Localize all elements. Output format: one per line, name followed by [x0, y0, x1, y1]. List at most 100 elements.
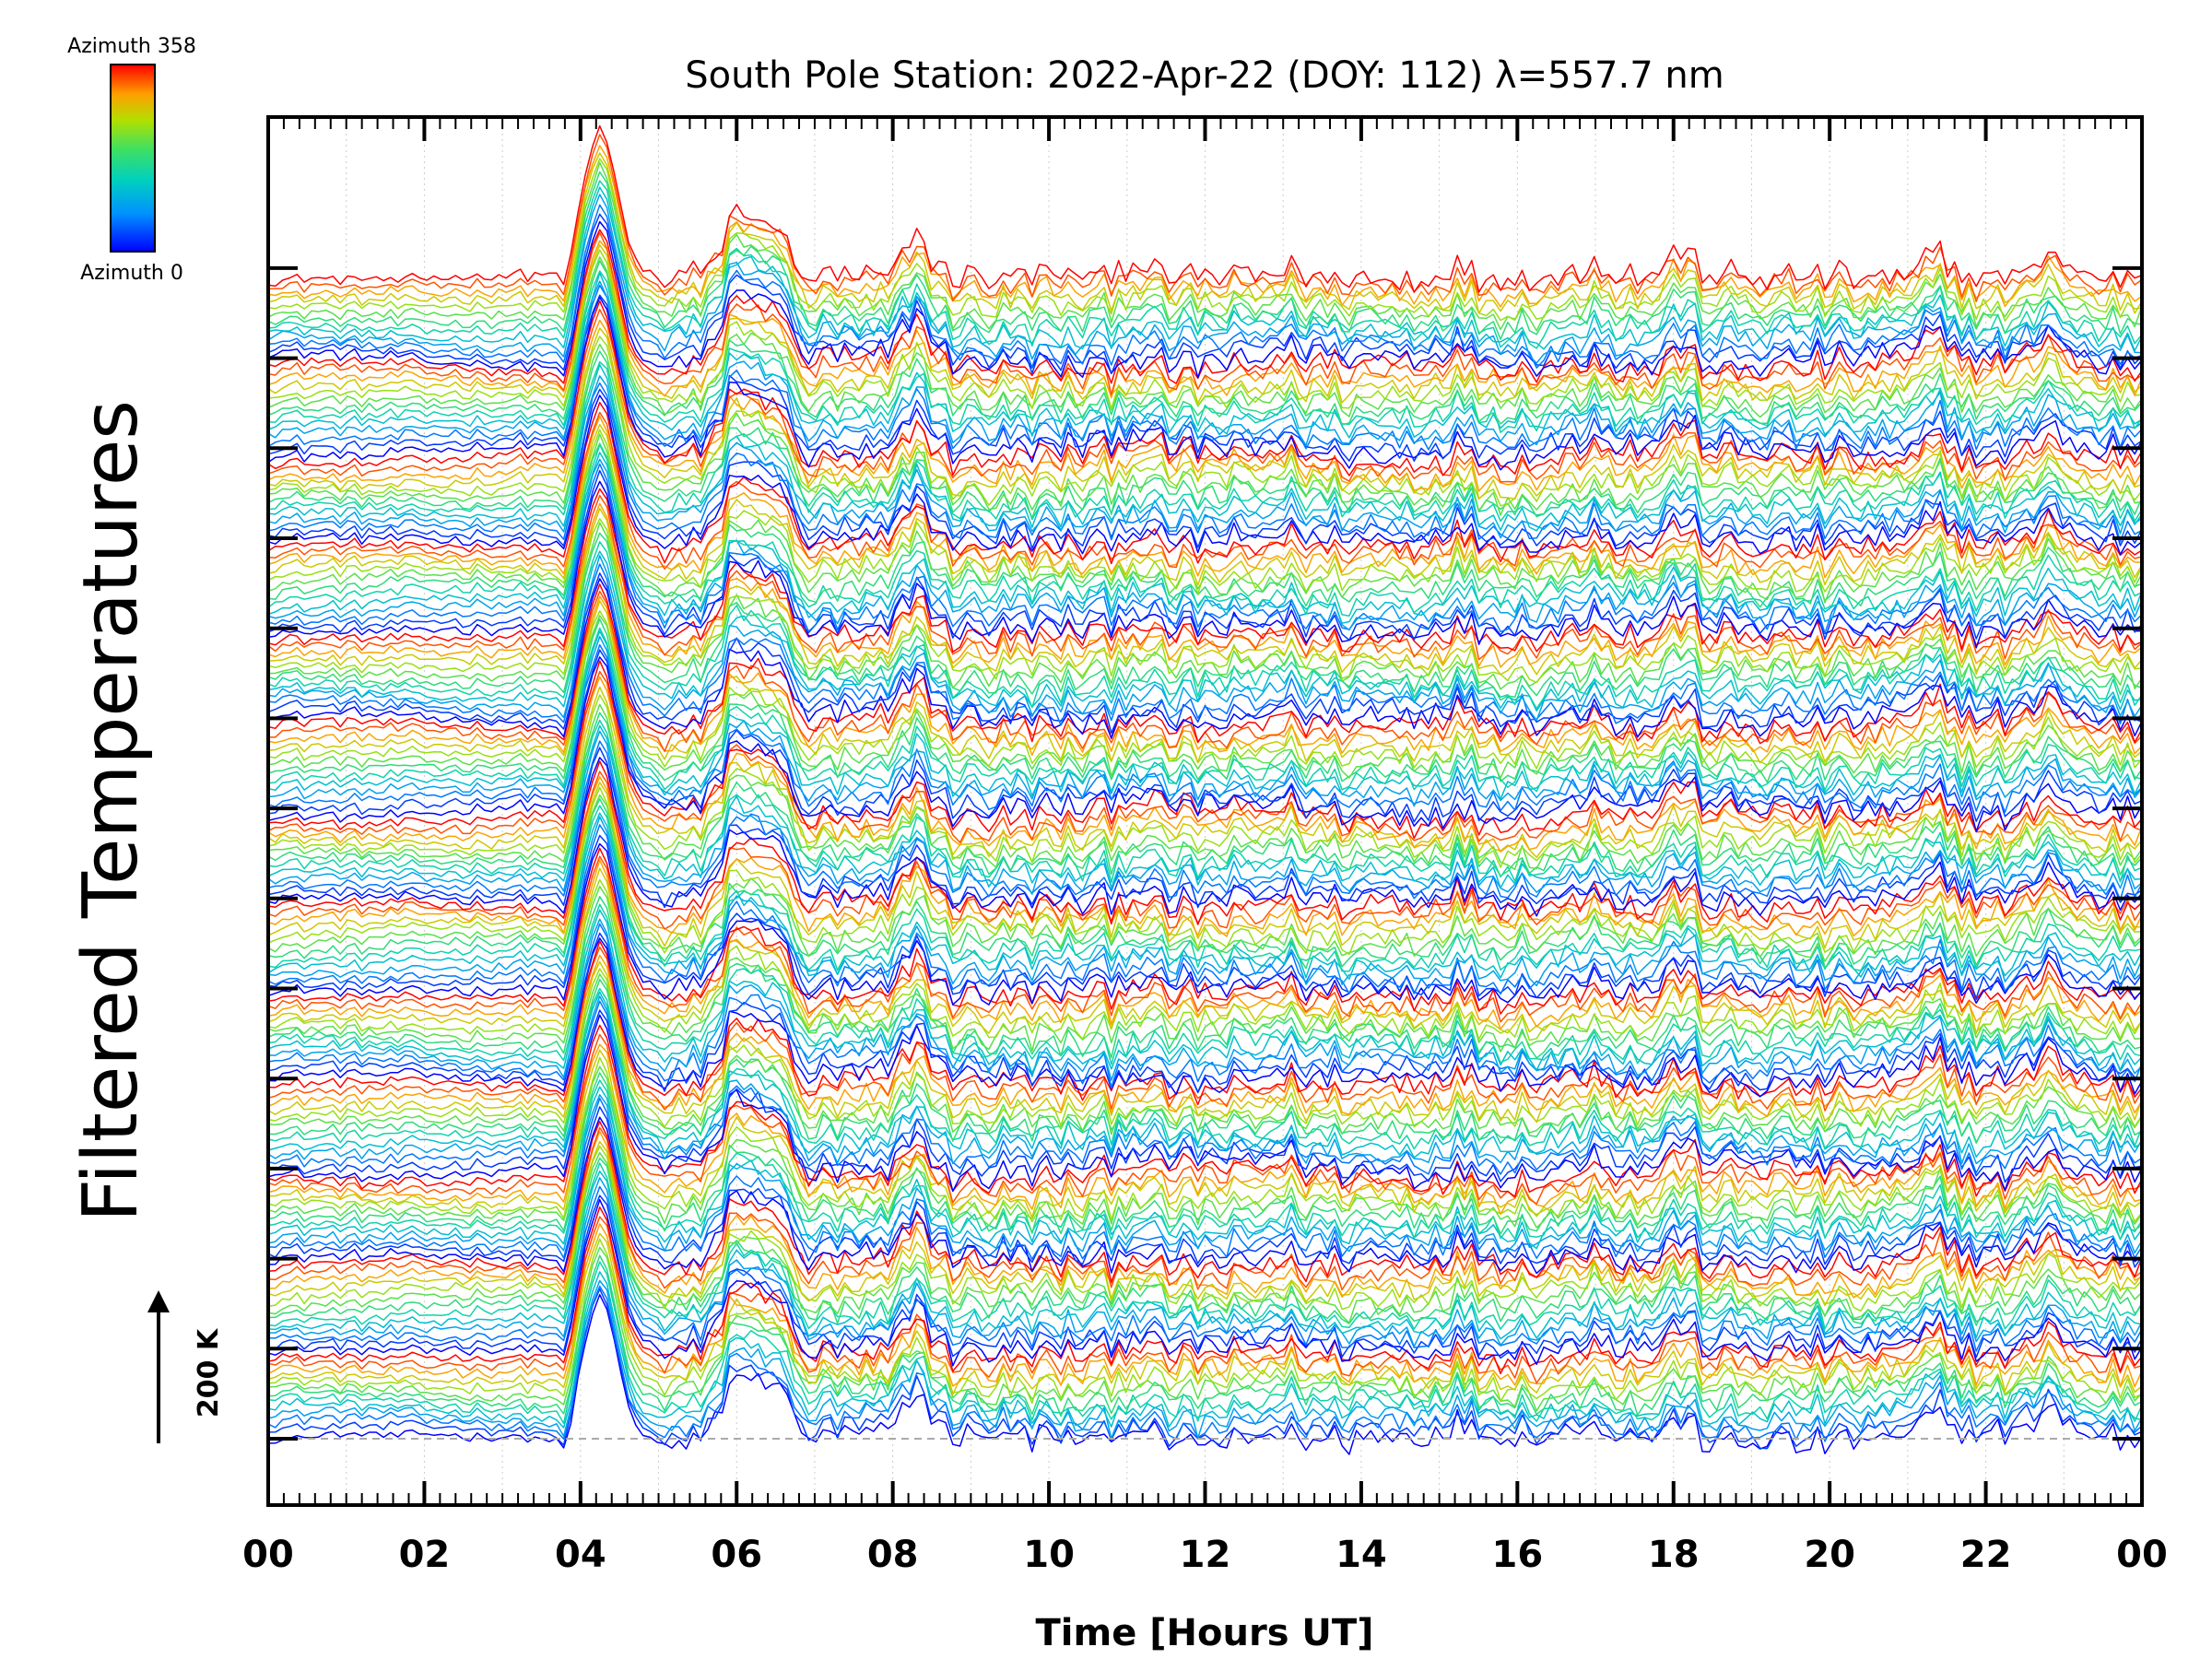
- temperature-trace: [267, 618, 2143, 783]
- x-tick-label: 10: [1023, 1534, 1075, 1576]
- temperature-trace: [267, 231, 2143, 395]
- temperature-trace: [267, 867, 2143, 1035]
- temperature-trace: [267, 363, 2143, 532]
- x-tick-label: 04: [555, 1534, 606, 1576]
- colorbar-top-label: Azimuth 358: [67, 35, 196, 58]
- temperature-trace: [267, 757, 2143, 917]
- colorbar-gradient: [110, 64, 156, 253]
- x-tick-label: 12: [1180, 1534, 1231, 1576]
- temperature-trace: [267, 1009, 2143, 1183]
- temperature-trace: [267, 134, 2143, 302]
- temperature-trace: [267, 550, 2143, 712]
- temperature-trace: [267, 1121, 2143, 1283]
- temperature-trace: [267, 401, 2143, 565]
- temperature-trace: [267, 469, 2143, 641]
- temperature-trace: [267, 615, 2143, 779]
- temperature-trace: [267, 1130, 2143, 1299]
- temperature-trace: [267, 186, 2143, 352]
- x-axis-tick-labels: 00 02 04 06 08 10 12 14 16 18 20 22 00: [242, 1534, 2168, 1576]
- temperature-trace: [267, 488, 2143, 653]
- x-axis-label: Time [Hours UT]: [1036, 1612, 1374, 1654]
- temperature-trace: [267, 855, 2143, 1023]
- temperature-trace: [267, 243, 2143, 405]
- temperature-trace: [267, 782, 2143, 949]
- temperature-trace: [267, 660, 2143, 840]
- temperature-trace: [267, 703, 2143, 871]
- temperature-trace: [267, 360, 2143, 523]
- temperature-trace: [267, 1043, 2143, 1215]
- temperature-trace: [267, 1145, 2143, 1312]
- temperature-trace: [267, 494, 2143, 661]
- temperature-trace: [267, 1056, 2143, 1223]
- colorbar-bottom-label: Azimuth 0: [80, 262, 183, 285]
- temperature-trace: [267, 859, 2143, 1030]
- temperature-trace: [267, 896, 2143, 1059]
- temperature-trace: [267, 670, 2143, 843]
- temperature-trace: [267, 375, 2143, 539]
- temperature-trace: [267, 937, 2143, 1098]
- temperature-trace: [267, 1049, 2143, 1218]
- temperature-trace: [267, 649, 2143, 823]
- temperature-trace: [267, 335, 2143, 507]
- temperature-trace: [267, 1162, 2143, 1330]
- temperature-trace: [267, 343, 2143, 516]
- temperature-trace: [268, 978, 2143, 1144]
- temperature-trace: [267, 294, 2143, 462]
- temperature-trace: [267, 595, 2143, 757]
- temperature-trace: [267, 1094, 2143, 1255]
- x-tick-label: 00: [242, 1534, 294, 1576]
- temperature-trace: [267, 878, 2143, 1041]
- temperature-trace: [267, 458, 2143, 631]
- temperature-trace: [267, 932, 2143, 1093]
- temperature-trace: [267, 1185, 2143, 1352]
- temperature-trace: [267, 1279, 2143, 1440]
- temperature-trace: [267, 1033, 2143, 1205]
- temperature-trace: [267, 760, 2143, 925]
- temperature-trace: [267, 563, 2143, 726]
- x-tick-label: 22: [1960, 1534, 2012, 1576]
- temperature-trace: [267, 946, 2143, 1112]
- temperature-trace: [267, 1000, 2143, 1175]
- temperature-trace: [267, 712, 2143, 877]
- chart-title: South Pole Station: 2022-Apr-22 (DOY: 11…: [685, 54, 1724, 97]
- temperature-trace: [267, 415, 2143, 579]
- temperature-trace: [267, 555, 2143, 722]
- temperature-trace: [267, 429, 2143, 595]
- temperature-trace: [267, 272, 2143, 439]
- temperature-trace: [267, 443, 2143, 618]
- temperature-trace: [267, 918, 2143, 1081]
- temperature-trace: [267, 1116, 2143, 1275]
- temperature-trace: [267, 740, 2143, 900]
- x-tick-label: 18: [1648, 1534, 1700, 1576]
- temperature-trace: [267, 1293, 2143, 1455]
- temperature-trace: [267, 991, 2143, 1159]
- temperature-trace: [267, 1151, 2143, 1324]
- temperature-trace: [267, 518, 2143, 684]
- temperature-trace: [267, 319, 2143, 492]
- temperature-trace: [267, 284, 2143, 452]
- temperature-trace: [267, 724, 2143, 889]
- temperature-trace: [267, 627, 2143, 793]
- temperature-trace: [267, 507, 2143, 676]
- temperature-trace: [267, 145, 2143, 308]
- temperature-trace: [267, 719, 2143, 884]
- temperature-trace: [267, 600, 2143, 764]
- temperature-trace: [267, 249, 2143, 410]
- temperature-trace: [267, 572, 2143, 735]
- temperature-trace: [267, 968, 2143, 1130]
- temperature-trace: [267, 1254, 2143, 1418]
- temperature-trace: [267, 1126, 2143, 1291]
- x-tick-label: 16: [1491, 1534, 1543, 1576]
- temperature-trace: [267, 886, 2143, 1053]
- temperature-trace: [267, 1079, 2143, 1241]
- temperature-trace: [267, 1072, 2143, 1235]
- temperature-trace: [267, 1106, 2143, 1268]
- x-tick-label: 14: [1335, 1534, 1387, 1576]
- temperature-trace: [267, 1194, 2143, 1359]
- temperature-trace: [267, 296, 2143, 471]
- scale-bar-arrowhead: [147, 1290, 170, 1312]
- temperature-trace: [267, 995, 2143, 1165]
- temperature-trace: [267, 610, 2143, 770]
- temperature-trace: [267, 152, 2143, 314]
